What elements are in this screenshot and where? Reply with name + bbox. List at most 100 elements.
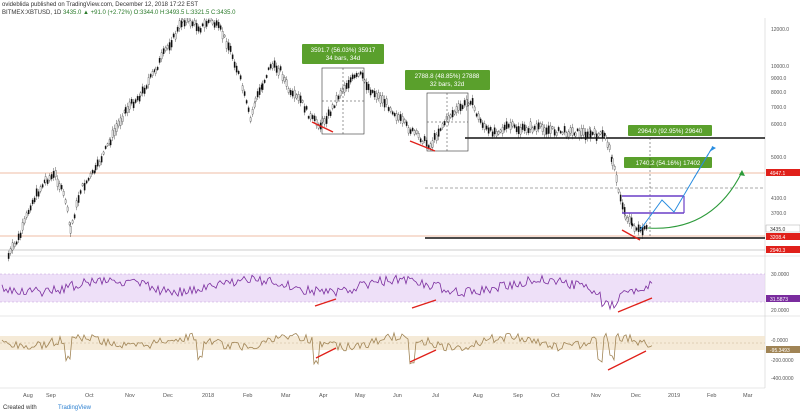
- candle-body: [176, 27, 179, 32]
- candle-body: [81, 183, 84, 187]
- candle-body: [311, 115, 314, 120]
- candle-body: [495, 131, 498, 137]
- candle-body: [606, 141, 609, 148]
- candle-body: [569, 127, 572, 134]
- candle-body: [643, 226, 646, 230]
- symbol-label[interactable]: BITMEX:XBTUSD, 1D: [2, 10, 62, 16]
- time-tick: Apr: [319, 393, 328, 399]
- candle-body: [143, 87, 146, 94]
- candle-body: [279, 66, 282, 71]
- callout-target-1[interactable]: 2964.0 (92.95%) 29640: [628, 125, 712, 136]
- candle-body: [283, 77, 286, 82]
- candle-body: [593, 128, 596, 135]
- candle-body: [317, 124, 320, 129]
- candle-body: [576, 128, 579, 132]
- price-tick: 3700.0: [771, 211, 787, 217]
- price-marker-4947: 4947.1: [766, 169, 800, 177]
- candle-body: [221, 30, 224, 40]
- candle-body: [389, 107, 392, 112]
- candle-body: [269, 64, 272, 69]
- candle-body: [333, 105, 336, 108]
- divergence-line-3[interactable]: [621, 229, 641, 241]
- candle-body: [599, 131, 602, 135]
- candle-body: [381, 95, 384, 104]
- candle-body: [75, 200, 78, 208]
- candle-body: [507, 124, 510, 128]
- candle-body: [329, 111, 332, 116]
- rsi-line[interactable]: [1, 274, 653, 311]
- rsi-axis[interactable]: 30.0000 20.0000: [771, 272, 789, 314]
- candle-body: [443, 121, 446, 126]
- candle-body: [407, 127, 410, 134]
- rsi-divergence-3[interactable]: [617, 297, 653, 313]
- divergence-line-2[interactable]: [409, 140, 436, 152]
- time-tick: 2019: [668, 393, 680, 399]
- candle-body: [193, 19, 196, 25]
- candle-body: [239, 75, 242, 80]
- candle-body: [83, 182, 86, 191]
- candle-body: [385, 98, 388, 105]
- rsi-tick: 30.0000: [771, 272, 789, 278]
- candle-body: [469, 101, 472, 105]
- callout-target-2[interactable]: 1740.2 (54.16%) 17402: [624, 157, 712, 168]
- price-axis[interactable]: 12000.0 10000.0 9000.0 8000.0 7000.0 600…: [771, 27, 789, 217]
- tradingview-logo[interactable]: TradingView: [58, 405, 92, 411]
- candle-body: [113, 128, 116, 136]
- candle-body: [628, 216, 631, 224]
- price-chart-area[interactable]: 3591.7 (56.03%) 35917 34 bars, 34d 2788.…: [0, 18, 800, 408]
- candle-body: [337, 95, 340, 100]
- candlestick-series: [7, 18, 648, 262]
- candle-body: [289, 90, 292, 96]
- time-tick: May: [355, 393, 366, 399]
- projection-arc-green[interactable]: [647, 171, 743, 229]
- callout-box-2[interactable]: 2788.8 (48.85%) 27888 32 bars, 32d: [405, 70, 490, 90]
- candle-body: [635, 227, 638, 231]
- candle-body: [601, 130, 604, 139]
- time-tick: Mar: [743, 393, 753, 399]
- osc-tick: -400.0000: [771, 376, 794, 382]
- osc-divergence-2[interactable]: [409, 349, 437, 363]
- rsi-divergence-2[interactable]: [411, 299, 437, 309]
- candle-body: [149, 74, 152, 78]
- candle-body: [403, 119, 406, 123]
- osc-divergence-3[interactable]: [607, 350, 647, 371]
- candle-body: [345, 82, 348, 89]
- osc-band: [0, 336, 765, 350]
- candle-body: [323, 118, 326, 125]
- candle-body: [87, 177, 90, 181]
- osc-axis[interactable]: -0.0000 -200.0000 -400.0000: [771, 338, 794, 382]
- candle-body: [211, 20, 214, 25]
- candle-body: [151, 71, 154, 76]
- candle-body: [54, 170, 57, 178]
- projection-path-blue-dash: [693, 147, 713, 179]
- candle-body: [98, 161, 101, 166]
- candle-body: [141, 86, 144, 94]
- candle-body: [261, 83, 264, 90]
- candle-body: [481, 122, 484, 128]
- candle-body: [178, 20, 181, 29]
- candle-body: [527, 128, 530, 134]
- candle-body: [451, 110, 454, 118]
- time-tick: Aug: [23, 393, 33, 399]
- chart-header: ovideblida published on TradingView.com,…: [0, 0, 800, 18]
- candle-body: [365, 82, 368, 91]
- candle-body: [256, 91, 259, 98]
- osc-line[interactable]: [1, 331, 653, 366]
- candle-body: [168, 42, 171, 51]
- candle-body: [277, 68, 280, 76]
- candle-body: [541, 124, 544, 132]
- candle-body: [207, 19, 210, 23]
- divergence-line-1[interactable]: [311, 121, 334, 133]
- candle-body: [637, 224, 640, 233]
- candle-body: [617, 188, 620, 193]
- rsi-divergence-1[interactable]: [314, 298, 337, 307]
- callout-box-1[interactable]: 3591.7 (56.03%) 35917 34 bars, 34d: [302, 44, 384, 64]
- time-tick: Jul: [432, 393, 439, 399]
- candle-body: [453, 110, 456, 115]
- osc-divergence-1[interactable]: [315, 347, 337, 359]
- candle-body: [591, 132, 594, 135]
- candle-body: [58, 183, 61, 190]
- time-axis[interactable]: Aug Sep Oct Nov Dec 2018 Feb Mar Apr May Jun Jul Aug…: [23, 393, 753, 399]
- candle-body: [373, 90, 376, 98]
- candle-body: [509, 122, 512, 130]
